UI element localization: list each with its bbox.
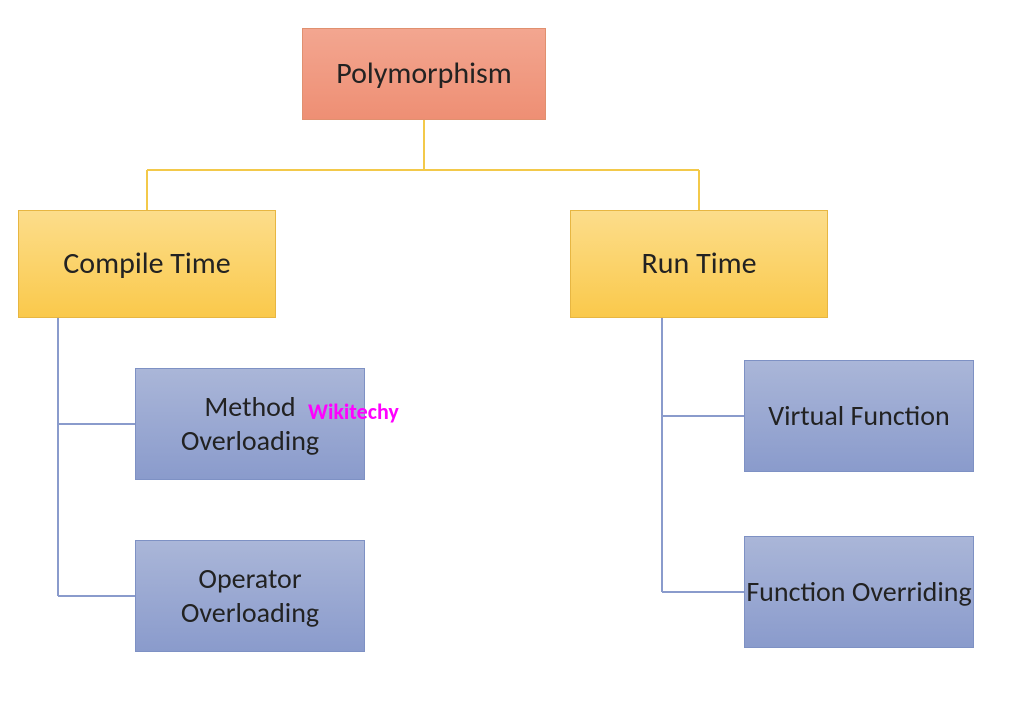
operator-overloading-node: Operator Overloading bbox=[135, 540, 365, 652]
operator-overloading-label: Operator Overloading bbox=[136, 562, 364, 629]
run-time-label: Run Time bbox=[642, 246, 757, 282]
compile-time-label: Compile Time bbox=[63, 246, 230, 282]
run-time-node: Run Time bbox=[570, 210, 828, 318]
virtual-function-node: Virtual Function bbox=[744, 360, 974, 472]
compile-time-node: Compile Time bbox=[18, 210, 276, 318]
function-overriding-node: Function Overriding bbox=[744, 536, 974, 648]
function-overriding-label: Function Overriding bbox=[746, 575, 971, 609]
watermark-text: Wikitechy bbox=[308, 398, 399, 425]
root-label: Polymorphism bbox=[336, 56, 512, 92]
root-node: Polymorphism bbox=[302, 28, 546, 120]
virtual-function-label: Virtual Function bbox=[768, 399, 950, 433]
